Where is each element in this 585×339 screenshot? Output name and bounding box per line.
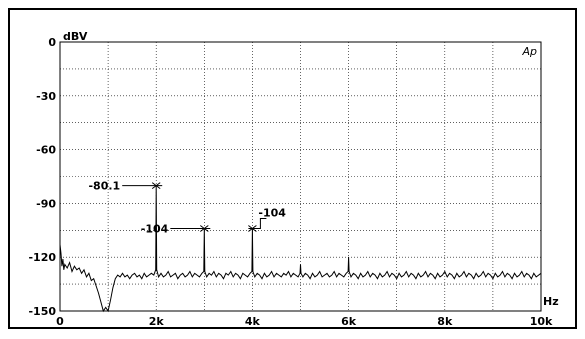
peak-value-label: -104 <box>141 223 169 236</box>
y-axis-ticks: 0 -30 -60 -90 -120 -150 <box>28 36 56 318</box>
peak-leader-line <box>248 218 267 230</box>
spectrum-trace <box>59 185 542 313</box>
peak-annotation: -80.1 <box>88 180 163 193</box>
peak-value-label: -104 <box>258 207 286 220</box>
grid <box>60 42 541 311</box>
x-tick-label: 6k <box>341 315 357 328</box>
chart-frame <box>8 8 577 329</box>
peak-annotation: -104 <box>141 223 211 236</box>
y-tick-label: 0 <box>48 36 56 49</box>
ap-logo: Ap <box>521 45 537 58</box>
y-tick-label: -90 <box>36 197 56 210</box>
y-tick-label: -60 <box>36 144 56 157</box>
plot-area-border <box>59 41 542 312</box>
peak-value-label: -80.1 <box>88 180 120 193</box>
y-axis-unit-label: dBV <box>63 30 88 43</box>
x-tick-label: 4k <box>245 315 261 328</box>
x-tick-label: 8k <box>437 315 453 328</box>
y-tick-label: -150 <box>28 305 56 318</box>
peak-annotations: -80.1 -104 -104 <box>88 180 286 236</box>
x-tick-label: 2k <box>149 315 165 328</box>
peak-annotation: -104 <box>248 207 286 232</box>
y-tick-label: -30 <box>36 90 56 103</box>
y-tick-label: -120 <box>28 251 56 264</box>
x-tick-label: 10k <box>530 315 553 328</box>
x-axis-unit-label: Hz <box>543 295 559 308</box>
x-axis-ticks: 0 2k 4k 6k 8k 10k <box>56 315 553 328</box>
x-tick-label: 0 <box>56 315 64 328</box>
